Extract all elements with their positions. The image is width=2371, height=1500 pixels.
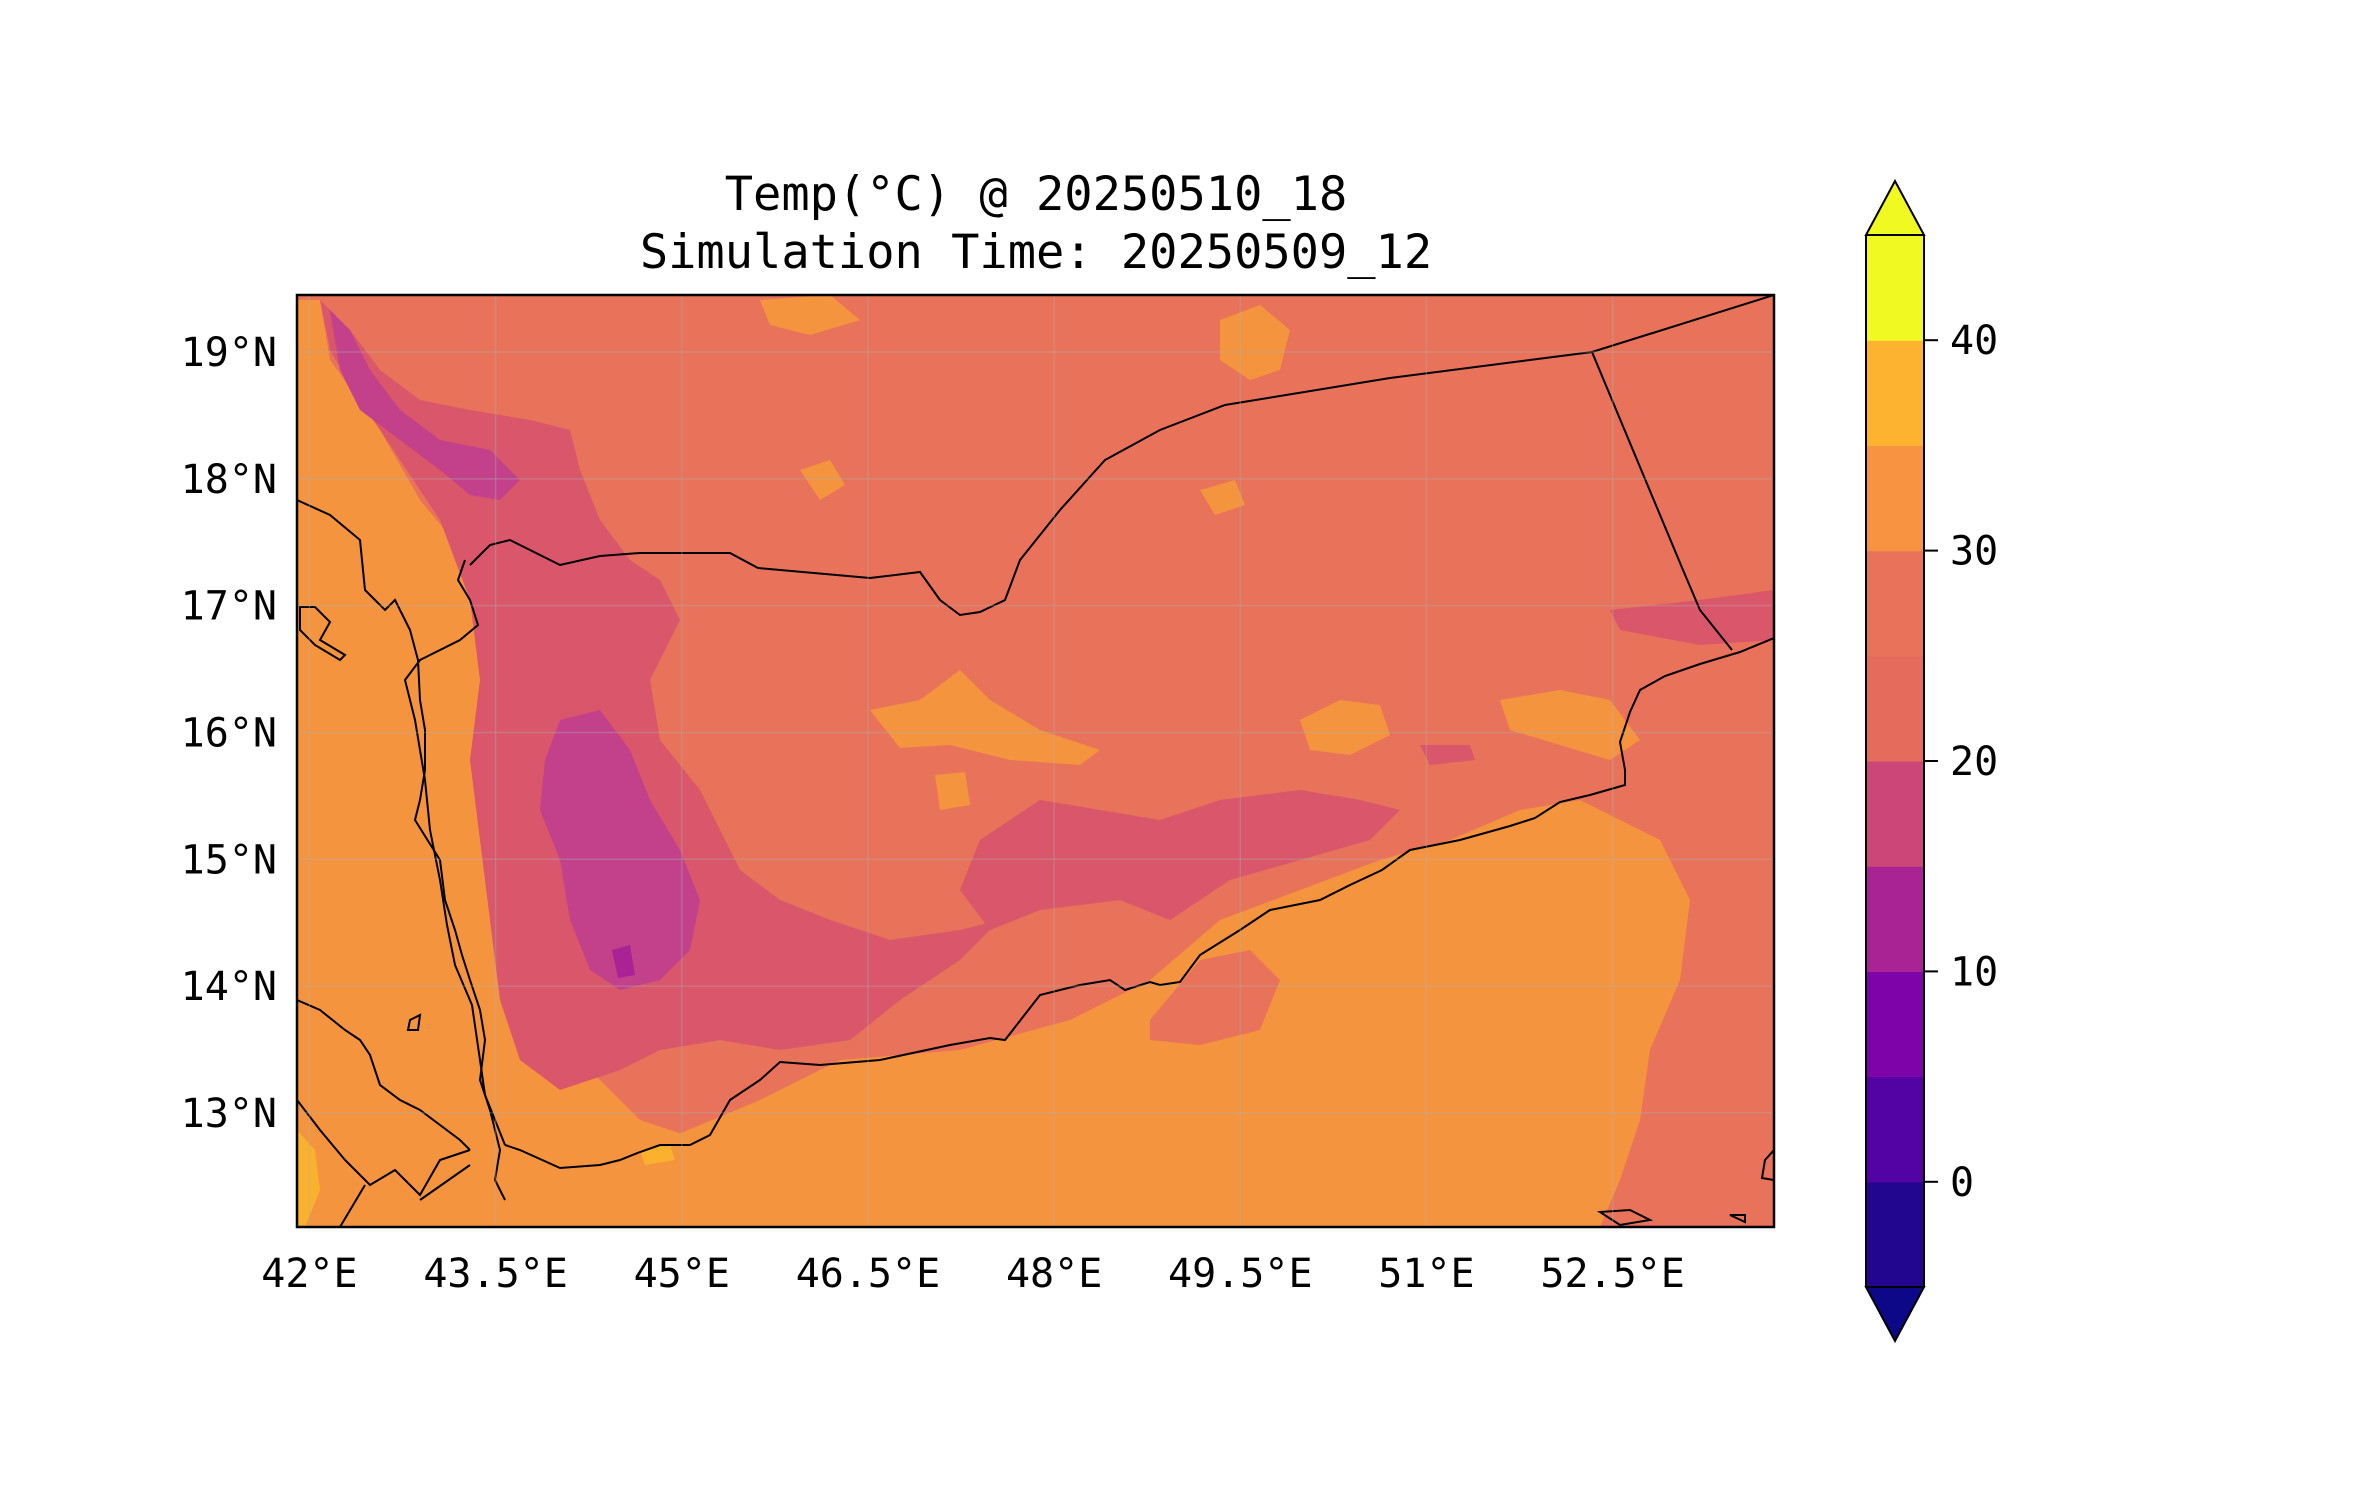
cool-zone-northwest-strip	[330, 310, 520, 500]
y-tick-label: 16°N	[181, 710, 277, 756]
x-tick-label: 42°E	[261, 1251, 357, 1297]
x-tick-label: 49.5°E	[1168, 1251, 1313, 1297]
chart-title-line1: Temp(°C) @ 20250510_18	[725, 167, 1348, 222]
y-tick-label: 17°N	[181, 584, 277, 630]
x-tick-label: 48°E	[1006, 1251, 1102, 1297]
colorbar-segment	[1866, 445, 1924, 552]
cold-zone-peak-spot	[612, 945, 635, 978]
peak-zone-west-coast	[297, 1130, 320, 1227]
chart-title-line2: Simulation Time: 20250509_12	[640, 225, 1432, 280]
hot-zone-north-desert-3	[800, 460, 845, 500]
map-frame	[295, 293, 1776, 1229]
colorbar-segment	[1866, 761, 1924, 867]
colorbar-segment	[1866, 866, 1924, 972]
map-gridlines	[297, 295, 1774, 1227]
map-area	[297, 295, 1774, 1227]
island-farasan	[299, 606, 347, 662]
hot-zone-yemen-central-spot	[935, 772, 970, 810]
colorbar-tick-label: 30	[1950, 529, 1998, 575]
y-tick-label: 14°N	[181, 964, 277, 1010]
cool-zone-sanaa-highlands	[540, 710, 700, 990]
country-border-north	[469, 295, 1774, 617]
colorbar-segment	[1866, 1076, 1924, 1183]
hot-zone-north-desert-1	[1220, 305, 1290, 380]
colorbar-segment	[1866, 655, 1924, 762]
colorbar-under-arrow	[1864, 1286, 1926, 1344]
x-tick-label: 45°E	[634, 1251, 730, 1297]
x-tick-label: 43.5°E	[423, 1251, 568, 1297]
x-tick-label: 46.5°E	[796, 1251, 941, 1297]
colorbar-segment	[1866, 971, 1924, 1078]
colorbar: 0 10 20 30 40	[1864, 178, 1998, 1344]
colorbar-tick-label: 40	[1950, 318, 1998, 364]
y-tick-label: 15°N	[181, 837, 277, 883]
mild-zone-east-central-band	[960, 790, 1400, 930]
x-tick-label: 52.5°E	[1540, 1251, 1685, 1297]
mild-zone-marib-patch	[1420, 745, 1475, 765]
coastline-africa	[297, 499, 506, 1201]
hot-zone-mahra	[1500, 690, 1640, 760]
hot-zone-central-plateau	[870, 670, 1100, 765]
hot-zone-north-desert-4	[1200, 480, 1245, 515]
colorbar-segment	[1866, 340, 1924, 446]
coastline-red-sea	[403, 559, 506, 1146]
y-tick-label: 13°N	[181, 1091, 277, 1137]
lat-tick-labels: 19°N 18°N 17°N 16°N 15°N 14°N 13°N	[181, 330, 277, 1137]
colorbar-segment	[1866, 1181, 1924, 1288]
country-border-oman	[1591, 351, 1733, 651]
colorbar-segment	[1866, 235, 1924, 341]
island-socotra	[1596, 1148, 1774, 1227]
hot-zone-east-central	[1300, 700, 1390, 755]
y-tick-label: 18°N	[181, 457, 277, 503]
mild-zone-eastern-strip	[1610, 590, 1774, 645]
lon-tick-labels: 42°E 43.5°E 45°E 46.5°E 48°E 49.5°E 51°E 52.5°E	[261, 1251, 1685, 1297]
colorbar-tick-label: 10	[1950, 949, 1998, 995]
colorbar-segment	[1866, 550, 1924, 657]
hot-zone-red-sea-coast	[297, 300, 720, 1227]
x-tick-label: 51°E	[1378, 1251, 1474, 1297]
island-kamaran	[406, 1013, 422, 1031]
coastline-horn	[297, 999, 471, 1197]
hot-zone-north-desert-2	[760, 295, 860, 335]
coastline-somalia	[339, 1164, 471, 1227]
colorbar-tick-label: 0	[1950, 1160, 1974, 1206]
warm-zone-south-coast-patch	[1150, 950, 1280, 1045]
colorbar-tick-label: 20	[1950, 739, 1998, 785]
peak-zone-aden-speck	[640, 1145, 675, 1165]
coastline-south	[504, 637, 1774, 1170]
y-tick-label: 19°N	[181, 330, 277, 376]
colorbar-over-arrow	[1864, 178, 1926, 236]
